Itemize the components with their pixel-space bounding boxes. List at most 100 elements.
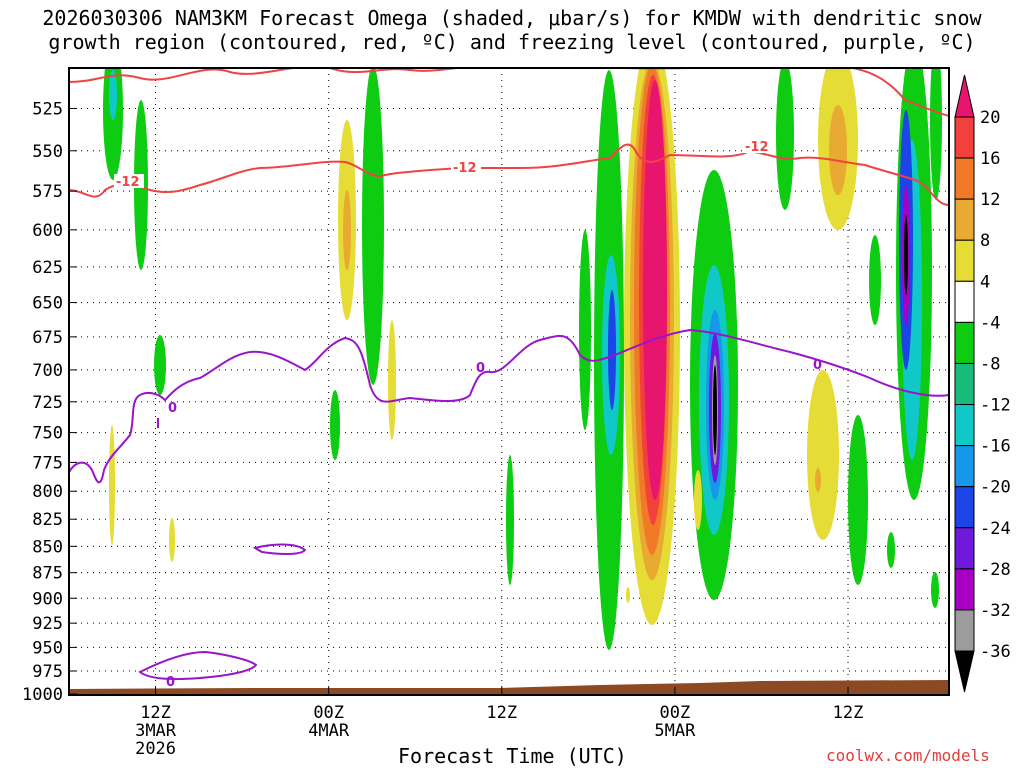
colorbar-swatch [954,568,975,611]
colorbar-tick-label: -24 [980,519,1011,539]
omega-shade [848,415,868,585]
colorbar-tick-label: 12 [980,190,1000,210]
y-tick-label: 850 [32,537,63,557]
omega-shade [904,215,908,295]
colorbar-tick-label: -8 [980,354,1000,374]
y-tick-label: 675 [32,328,63,348]
dendritic-contour-label: -12 [116,175,140,190]
omega-shade [887,532,895,568]
x-tick-date: 4MAR [308,721,350,741]
omega-shade [388,320,396,440]
colorbar-arrow-bottom [954,650,975,693]
omega-shade [109,425,115,545]
dendritic-contour-label: -12 [745,140,769,155]
y-tick-label: 525 [32,100,63,120]
colorbar-tick-label: -28 [980,560,1011,580]
omega-shade [343,190,351,270]
omega-shade [506,455,514,585]
credit-link[interactable]: coolwx.com/models [826,746,990,765]
x-tick-label: 12Z [486,703,517,723]
y-tick-label: 725 [32,393,63,413]
colorbar-tick-label: 4 [980,272,990,292]
colorbar-tick-label: -36 [980,642,1011,662]
omega-shade [154,335,166,395]
colorbar-swatch [954,527,975,570]
omega-shade [362,68,384,385]
x-tick-year: 2026 [135,739,176,759]
chart-title-line-1: 2026030306 NAM3KM Forecast Omega (shaded… [42,6,982,30]
colorbar-arrow-top [954,74,975,118]
contour-label-bg [451,160,481,174]
x-tick-label: 00Z [313,703,344,723]
y-tick-label: 900 [32,589,63,609]
contours [69,68,949,681]
freezing-contour-label: 0 [476,361,485,376]
freezing-level-contour [252,543,307,555]
y-tick-label: 650 [32,294,63,314]
colorbar: 20 16 12 8 4 -4 -8 -12 -16 -20 -24 -28 -32 -36 [954,74,1011,693]
y-tick-label: 825 [32,510,63,530]
y-tick-label: 700 [32,361,63,381]
colorbar-swatch [954,486,975,529]
omega-shade [103,68,123,180]
colorbar-tick-label: -32 [980,601,1011,621]
omega-shade [829,105,847,195]
colorbar-swatch [954,157,975,200]
grid-lines [69,68,949,695]
y-tick-label: 625 [32,258,63,278]
x-tick-label: 12Z [833,703,864,723]
colorbar-swatch [954,362,975,406]
freezing-contour-label: 0 [166,675,175,690]
omega-shade [807,370,839,540]
y-tick-label: 950 [32,638,63,658]
colorbar-tick-label: 8 [980,231,990,251]
contour-labels: -12 -12 -12 0 0 0 0 [114,139,822,690]
colorbar-swatch [954,280,975,323]
omega-shade [815,468,821,492]
chart-title-line-2: growth region (contoured, red, ºC) and f… [48,30,976,54]
y-tick-label: 800 [32,482,63,502]
x-tick-label: 00Z [660,703,691,723]
omega-shade [579,230,591,430]
y-axis: 525 550 575 600 625 650 675 700 725 750 775 800 825 8… [22,100,77,705]
colorbar-swatch [954,239,975,282]
x-tick-label: 12Z [140,703,171,723]
colorbar-tick-label: -16 [980,437,1011,457]
omega-shade [930,68,942,200]
y-tick-label: 975 [32,662,63,682]
colorbar-swatch [954,116,975,159]
colorbar-swatch [954,321,975,364]
y-tick-label: 575 [32,182,63,202]
contour-label-bg [114,174,144,188]
y-tick-label: 550 [32,142,63,162]
y-tick-label: 875 [32,564,63,584]
y-tick-label: 600 [32,221,63,241]
omega-shade [931,572,939,608]
omega-shade [109,70,117,120]
x-tick-date: 3MAR [135,721,177,741]
colorbar-swatch [954,404,975,447]
omega-shade [869,235,881,325]
colorbar-swatch [954,198,975,241]
colorbar-tick-label: 20 [980,108,1000,128]
colorbar-tick-label: 16 [980,149,1000,169]
omega-shade [608,290,616,410]
omega-shade [330,390,340,460]
freezing-level-contour [69,328,949,484]
omega-shade [643,80,667,500]
y-tick-label: 1000 [22,685,63,705]
omega-shade [169,518,175,562]
dendritic-contour-label: -12 [453,161,477,176]
colorbar-tick-label: -12 [980,396,1011,416]
omega-shade [694,470,702,530]
dendritic-contour-lower [69,143,949,206]
colorbar-tick-label: -20 [980,478,1011,498]
surface-terrain [69,680,949,695]
freezing-level-contour [138,650,258,681]
y-tick-label: 925 [32,614,63,634]
omega-shade [626,587,630,603]
y-tick-label: 750 [32,424,63,444]
y-tick-label: 775 [32,453,63,473]
